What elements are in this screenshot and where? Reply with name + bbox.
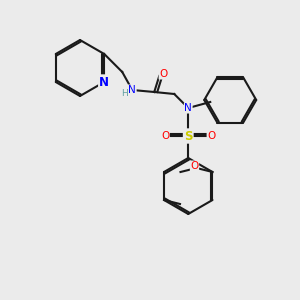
Text: O: O [159, 69, 167, 79]
Text: N: N [184, 103, 192, 113]
Text: O: O [161, 131, 170, 141]
Text: O: O [207, 131, 215, 141]
Text: N: N [128, 85, 136, 95]
Text: S: S [184, 130, 193, 142]
Text: N: N [99, 76, 109, 88]
Text: H: H [121, 89, 128, 98]
Text: O: O [190, 161, 199, 171]
